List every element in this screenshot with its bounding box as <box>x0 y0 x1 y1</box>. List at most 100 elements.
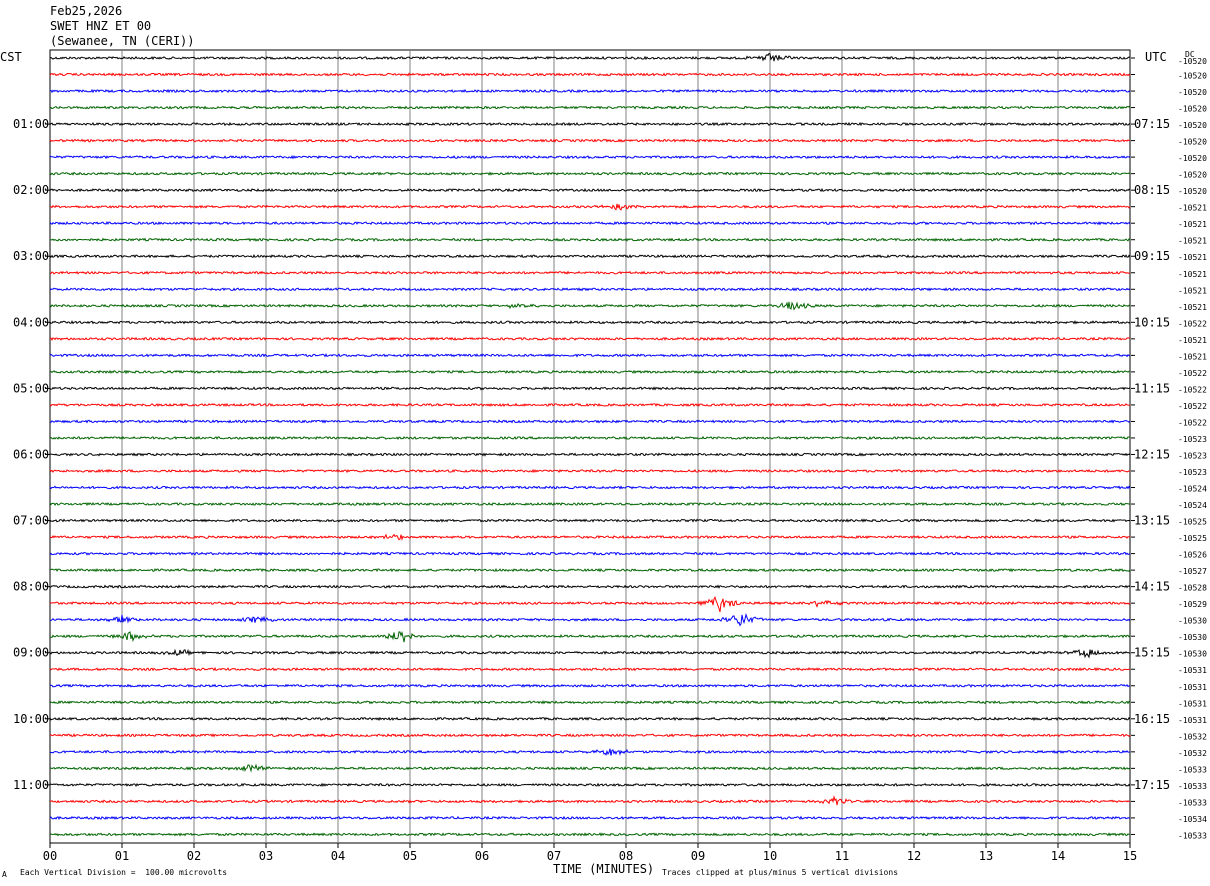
dc-offset-label: -10520 <box>1178 105 1207 114</box>
left-hour-label: 02:00 <box>13 183 49 197</box>
seismic-trace <box>49 52 1131 62</box>
dc-offset-label: -10521 <box>1178 303 1207 312</box>
x-tick-label: 05 <box>403 849 417 863</box>
x-tick-label: 02 <box>187 849 201 863</box>
seismic-trace <box>49 301 1131 311</box>
dc-offset-label: -10521 <box>1178 286 1207 295</box>
dc-offset-label: -10523 <box>1178 468 1207 477</box>
left-hour-label: 06:00 <box>13 447 49 461</box>
dc-offset-label: -10521 <box>1178 270 1207 279</box>
dc-offset-label: -10526 <box>1178 551 1207 560</box>
dc-offset-label: -10520 <box>1178 121 1207 130</box>
right-hour-label: 16:15 <box>1134 712 1170 726</box>
dc-offset-label: -10521 <box>1178 336 1207 345</box>
seismic-trace <box>49 154 1131 160</box>
left-hour-label: 05:00 <box>13 381 49 395</box>
seismic-trace <box>49 369 1130 375</box>
channel-label: SWET HNZ ET 00 <box>50 19 152 33</box>
seismic-trace <box>49 187 1131 193</box>
x-tick-label: 08 <box>619 849 633 863</box>
seismic-trace <box>50 795 1131 806</box>
x-tick-label: 12 <box>907 849 921 863</box>
seismic-trace <box>49 612 1131 627</box>
x-tick-label: 13 <box>979 849 993 863</box>
dc-offset-label: -10522 <box>1178 319 1207 328</box>
dc-offset-label: -10522 <box>1178 385 1207 394</box>
dc-offset-label: -10527 <box>1178 567 1207 576</box>
seismic-trace <box>49 138 1131 143</box>
seismic-trace <box>49 435 1131 441</box>
station-label: (Sewanee, TN (CERI)) <box>50 34 195 48</box>
seismic-trace <box>49 72 1131 77</box>
dc-offset-label: -10520 <box>1178 187 1207 196</box>
x-tick-label: 04 <box>331 849 345 863</box>
seismic-trace <box>49 121 1131 127</box>
x-tick-label: 14 <box>1051 849 1065 863</box>
seismic-trace <box>49 683 1131 688</box>
dc-offset-label: -10533 <box>1178 765 1207 774</box>
seismic-trace <box>49 402 1131 408</box>
right-hour-label: 11:15 <box>1134 381 1170 395</box>
x-tick-label: 10 <box>763 849 777 863</box>
left-hour-label: 08:00 <box>13 580 49 594</box>
dc-offset-label: -10529 <box>1178 600 1207 609</box>
seismic-trace <box>49 630 1131 643</box>
right-hour-label: 09:15 <box>1134 249 1170 263</box>
seismic-trace <box>49 832 1131 837</box>
dc-offset-label: -10520 <box>1178 171 1207 180</box>
dc-offset-label: -10521 <box>1178 220 1207 229</box>
dc-offset-label: -10525 <box>1178 534 1207 543</box>
dc-offset-label: -10520 <box>1178 154 1207 163</box>
seismic-trace <box>49 648 1131 659</box>
seismic-trace <box>49 88 1131 94</box>
right-hour-label: 17:15 <box>1134 778 1170 792</box>
scale-note: Each Vertical Division = 100.00 microvol… <box>20 868 228 877</box>
x-tick-label: 01 <box>115 849 129 863</box>
right-hour-label: 13:15 <box>1134 514 1170 528</box>
x-tick-label: 07 <box>547 849 561 863</box>
seismic-trace <box>49 782 1131 788</box>
seismic-trace <box>49 254 1131 259</box>
right-hour-label: 07:15 <box>1134 117 1170 131</box>
left-hour-label: 10:00 <box>13 712 49 726</box>
dc-offset-label: -10531 <box>1178 699 1207 708</box>
dc-offset-label: -10532 <box>1178 732 1207 741</box>
x-tick-label: 03 <box>259 849 273 863</box>
dc-offset-label: -10521 <box>1178 352 1207 361</box>
dc-offset-label: -10531 <box>1178 666 1207 675</box>
seismic-trace <box>49 733 1131 738</box>
right-hour-label: 08:15 <box>1134 183 1170 197</box>
seismic-trace <box>49 666 1131 672</box>
plot-frame <box>49 49 1131 844</box>
right-hour-label: 14:15 <box>1134 580 1170 594</box>
corner-mark: A <box>2 870 7 879</box>
dc-offset-label: -10520 <box>1178 88 1207 97</box>
dc-offset-label: -10528 <box>1178 584 1207 593</box>
seismic-trace <box>49 221 1131 226</box>
dc-label: DC <box>1185 50 1195 59</box>
dc-offset-label: -10521 <box>1178 253 1207 262</box>
seismic-trace <box>49 105 1131 110</box>
seismic-trace <box>50 452 1131 457</box>
seismic-trace <box>49 501 1131 507</box>
seismic-trace <box>49 386 1131 391</box>
dc-offset-label: -10520 <box>1178 72 1207 81</box>
dc-offset-label: -10532 <box>1178 749 1207 758</box>
right-hour-label: 10:15 <box>1134 315 1170 329</box>
x-tick-label: 06 <box>475 849 489 863</box>
seismic-trace <box>49 468 1131 474</box>
x-tick-label: 11 <box>835 849 849 863</box>
seismic-trace <box>49 716 1131 722</box>
seismic-trace <box>49 419 1131 424</box>
seismic-trace <box>49 815 1131 821</box>
dc-offset-label: -10523 <box>1178 451 1207 460</box>
dc-offset-label: -10522 <box>1178 369 1207 378</box>
seismic-trace <box>49 320 1131 325</box>
dc-offset-label: -10530 <box>1178 650 1207 659</box>
dc-offset-label: -10533 <box>1178 831 1207 840</box>
left-hour-label: 03:00 <box>13 249 49 263</box>
dc-offset-label: -10522 <box>1178 402 1207 411</box>
dc-offset-label: -10520 <box>1178 57 1207 66</box>
dc-offset-label: -10531 <box>1178 683 1207 692</box>
left-hour-label: 07:00 <box>13 514 49 528</box>
